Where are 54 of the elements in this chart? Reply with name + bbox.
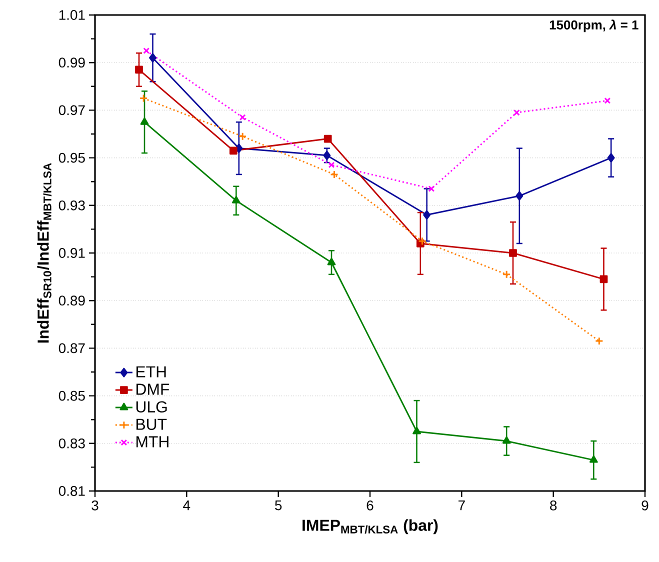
point	[149, 53, 156, 63]
point	[143, 47, 150, 54]
y-tick-label: 1.01	[59, 10, 85, 20]
y-tick-label: 0.99	[58, 58, 85, 68]
point	[229, 146, 238, 155]
y-tick-label: 0.91	[58, 248, 85, 258]
legend-label: MTH	[136, 436, 168, 448]
point	[502, 436, 511, 444]
y-tick-label: 0.83	[58, 438, 85, 448]
point	[509, 249, 517, 257]
legend-label: ULG	[136, 401, 167, 413]
point	[232, 196, 240, 204]
x-tick-label: 9	[642, 500, 648, 510]
x-tick-label: 8	[550, 500, 557, 510]
x-axis-title: IMEP$_{MBT/KLSA}$ (bar)	[302, 519, 438, 534]
point	[327, 258, 336, 266]
y-tick-label: 0.85	[58, 390, 85, 401]
y-tick-label: 0.93	[58, 200, 85, 210]
point	[607, 153, 615, 163]
x-tick-label: 4	[183, 500, 190, 510]
point	[604, 97, 611, 104]
point	[516, 191, 524, 201]
point	[238, 132, 247, 141]
x-tick-label: 6	[366, 500, 374, 510]
point	[324, 134, 332, 143]
y-tick-label: 0.89	[58, 296, 85, 306]
y-tick-label: 0.81	[58, 486, 85, 496]
point	[428, 186, 435, 192]
point	[323, 150, 331, 160]
x-tick-label: 5	[275, 500, 282, 510]
point	[140, 117, 149, 125]
point	[418, 236, 426, 246]
point	[423, 210, 431, 220]
x-tick-label: 3	[92, 500, 98, 510]
y-tick-label: 0.87	[58, 343, 85, 354]
legend-label: ETH	[136, 366, 166, 378]
point	[513, 109, 520, 116]
point	[502, 270, 511, 279]
point	[135, 66, 143, 74]
point	[330, 170, 338, 179]
chart-title: 1500rpm, λ = 1	[550, 20, 638, 32]
point	[589, 455, 598, 463]
legend-label: BUT	[136, 418, 167, 430]
point	[600, 275, 608, 284]
point	[328, 162, 335, 168]
x-tick-label: 7	[458, 500, 465, 510]
y-tick-label: 0.97	[58, 105, 85, 116]
point	[139, 94, 148, 103]
y-tick-label: 0.95	[58, 152, 85, 163]
point	[239, 114, 246, 121]
point	[594, 336, 604, 346]
point	[412, 426, 421, 434]
legend-label: DMF	[136, 384, 170, 395]
y-axis-title: IndEff$_{SR10}$/IndEff$_{MBT/KLSA}$	[37, 163, 52, 343]
